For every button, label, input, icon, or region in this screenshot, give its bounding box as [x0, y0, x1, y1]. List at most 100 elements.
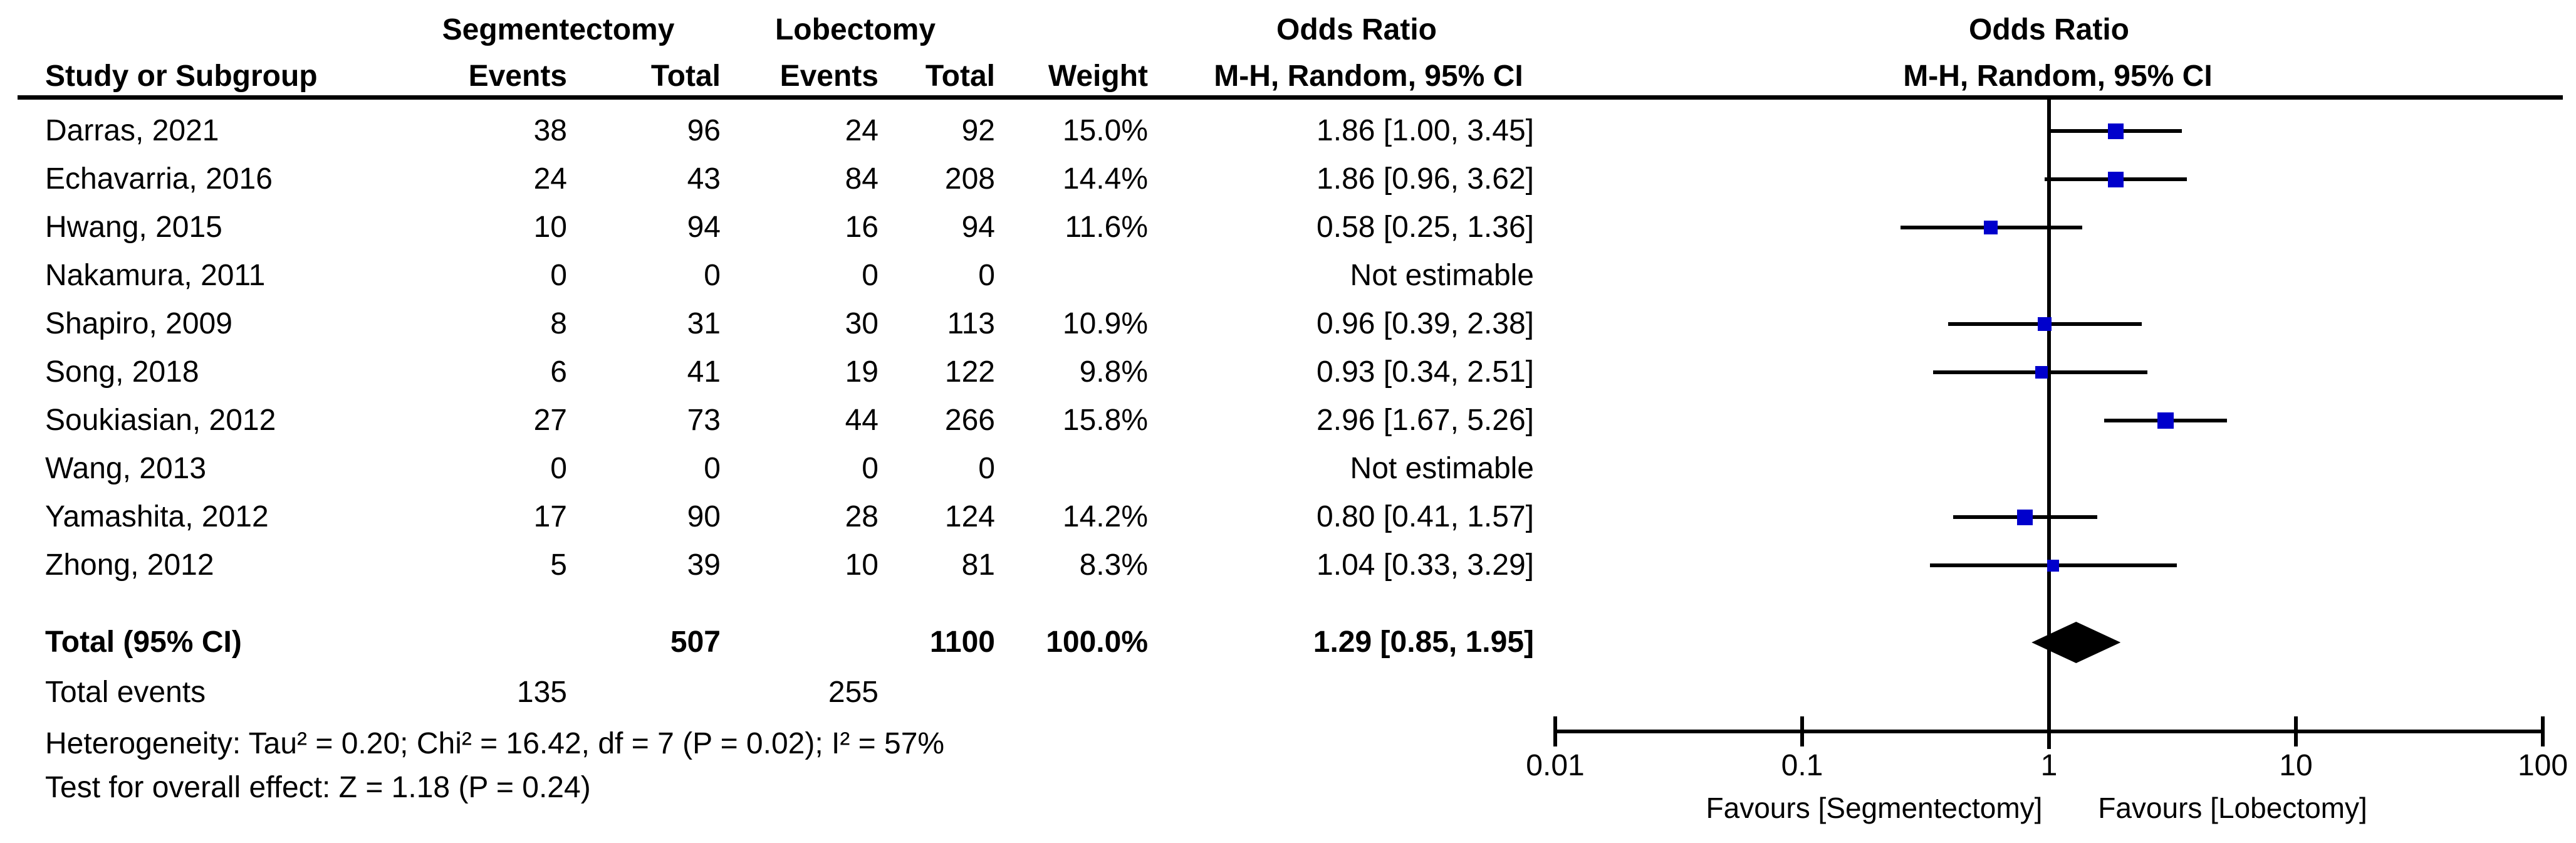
- study-cell-seg_events: 27: [533, 404, 567, 437]
- x-axis-tick: [2294, 716, 2298, 746]
- study-cell-lob_events: 24: [845, 114, 879, 147]
- favours-right-label: Favours [Lobectomy]: [2098, 792, 2367, 824]
- study-cell-seg_total: 96: [687, 114, 721, 147]
- study-cell-lob_total: 92: [961, 114, 995, 147]
- study-cell-lob_total: 94: [961, 211, 995, 244]
- study-cell-name: Hwang, 2015: [45, 211, 222, 244]
- study-cell-weight: 14.2%: [1062, 500, 1148, 533]
- study-cell-name: Yamashita, 2012: [45, 500, 269, 533]
- study-cell-seg_total: 94: [687, 211, 721, 244]
- study-cell-or_ci: 1.86 [0.96, 3.62]: [1317, 162, 1534, 196]
- study-cell-seg_events: 6: [550, 355, 567, 389]
- study-cell-lob_total: 0: [978, 452, 995, 485]
- effect-square: [2107, 171, 2124, 187]
- study-cell-weight: 15.8%: [1062, 404, 1148, 437]
- effect-square: [2157, 412, 2174, 429]
- study-cell-name: Song, 2018: [45, 355, 199, 389]
- total-events-lobectomy: 255: [828, 676, 879, 709]
- x-axis-tick: [2541, 716, 2545, 746]
- study-cell-name: Wang, 2013: [45, 452, 207, 485]
- study-cell-name: Nakamura, 2011: [45, 259, 266, 292]
- study-cell-lob_total: 81: [961, 548, 995, 582]
- study-cell-lob_events: 28: [845, 500, 879, 533]
- study-cell-lob_events: 16: [845, 211, 879, 244]
- study-cell-weight: 10.9%: [1062, 307, 1148, 340]
- study-cell-lob_total: 124: [944, 500, 995, 533]
- study-cell-seg_events: 0: [550, 452, 567, 485]
- study-cell-lob_total: 113: [947, 307, 995, 340]
- study-cell-or_ci: 1.04 [0.33, 3.29]: [1317, 548, 1534, 582]
- effect-square: [2017, 509, 2033, 525]
- study-cell-seg_events: 5: [550, 548, 567, 582]
- favours-left-label: Favours [Segmentectomy]: [1706, 792, 2043, 824]
- x-axis-tick: [1553, 716, 1557, 746]
- study-cell-lob_events: 19: [845, 355, 879, 389]
- study-cell-weight: 14.4%: [1062, 162, 1148, 196]
- study-column-header: Study or Subgroup: [45, 60, 318, 93]
- study-cell-weight: [897, 252, 1148, 300]
- effect-square: [2107, 123, 2124, 139]
- study-cell-seg_total: 90: [687, 500, 721, 533]
- study-cell-lob_total: 208: [944, 162, 995, 196]
- odds-ratio-header-text-column: Odds Ratio: [1276, 13, 1437, 46]
- column-group-segmentectomy: Segmentectomy: [442, 13, 675, 46]
- mh-random-ci-header-plot-column: M-H, Random, 95% CI: [1903, 60, 2213, 93]
- study-cell-lob_events: 10: [845, 548, 879, 582]
- total-lob-total: 1100: [929, 626, 995, 659]
- x-axis-tick-label: 1: [2040, 749, 2058, 782]
- study-cell-seg_total: 0: [704, 452, 721, 485]
- study-cell-or_ci: 2.96 [1.67, 5.26]: [1317, 404, 1534, 437]
- study-cell-weight: 9.8%: [1079, 355, 1148, 389]
- effect-square: [1983, 221, 1998, 234]
- study-cell-or_ci: Not estimable: [1350, 259, 1534, 292]
- study-cell-name: Soukiasian, 2012: [45, 404, 276, 437]
- study-cell-seg_total: 31: [687, 307, 721, 340]
- study-cell-lob_events: 30: [845, 307, 879, 340]
- study-cell-lob_total: 266: [944, 404, 995, 437]
- study-cell-weight: 11.6%: [1065, 211, 1148, 244]
- study-cell-lob_total: 122: [944, 355, 995, 389]
- study-cell-name: Echavarria, 2016: [45, 162, 273, 196]
- study-cell-name: Darras, 2021: [45, 114, 219, 147]
- study-cell-seg_events: 24: [533, 162, 567, 196]
- study-cell-weight: 8.3%: [1079, 548, 1148, 582]
- study-cell-seg_total: 41: [687, 355, 721, 389]
- total-row-label: Total (95% CI): [45, 626, 242, 659]
- study-cell-seg_events: 0: [550, 259, 567, 292]
- total-seg-total: 507: [670, 626, 721, 659]
- study-cell-or_ci: 0.93 [0.34, 2.51]: [1317, 355, 1534, 389]
- study-cell-or_ci: Not estimable: [1350, 452, 1534, 485]
- study-cell-or_ci: 1.86 [1.00, 3.45]: [1317, 114, 1534, 147]
- seg-events-column-header: Events: [468, 60, 567, 93]
- x-axis-tick-label: 0.1: [1781, 749, 1823, 782]
- odds-ratio-header-plot-column: Odds Ratio: [1968, 13, 2129, 46]
- study-cell-seg_events: 8: [550, 307, 567, 340]
- study-cell-seg_total: 43: [687, 162, 721, 196]
- study-cell-lob_events: 44: [845, 404, 879, 437]
- study-cell-seg_events: 38: [533, 114, 567, 147]
- mh-random-ci-header-text-column: M-H, Random, 95% CI: [1214, 60, 1523, 93]
- header-separator-rule: [18, 95, 2563, 100]
- null-effect-vertical-line: [2047, 100, 2051, 749]
- x-axis-tick-label: 100: [2517, 749, 2568, 782]
- study-cell-or_ci: 0.96 [0.39, 2.38]: [1317, 307, 1534, 340]
- total-weight: 100.0%: [1046, 626, 1148, 659]
- study-cell-or_ci: 0.58 [0.25, 1.36]: [1317, 211, 1534, 244]
- study-cell-seg_total: 39: [687, 548, 721, 582]
- x-axis-tick: [2047, 716, 2051, 746]
- total-events-label: Total events: [45, 676, 206, 709]
- study-cell-name: Shapiro, 2009: [45, 307, 232, 340]
- study-cell-lob_events: 0: [862, 452, 879, 485]
- study-cell-seg_total: 0: [704, 259, 721, 292]
- seg-total-column-header: Total: [650, 60, 721, 93]
- study-cell-lob_total: 0: [978, 259, 995, 292]
- effect-square: [2047, 559, 2060, 572]
- x-axis-tick: [1800, 716, 1804, 746]
- lob-events-column-header: Events: [780, 60, 879, 93]
- effect-square: [2038, 317, 2052, 331]
- study-cell-seg_events: 10: [533, 211, 567, 244]
- study-cell-weight: [897, 445, 1148, 493]
- overall-effect-test: Test for overall effect: Z = 1.18 (P = 0…: [45, 771, 591, 804]
- weight-column-header: Weight: [1048, 60, 1148, 93]
